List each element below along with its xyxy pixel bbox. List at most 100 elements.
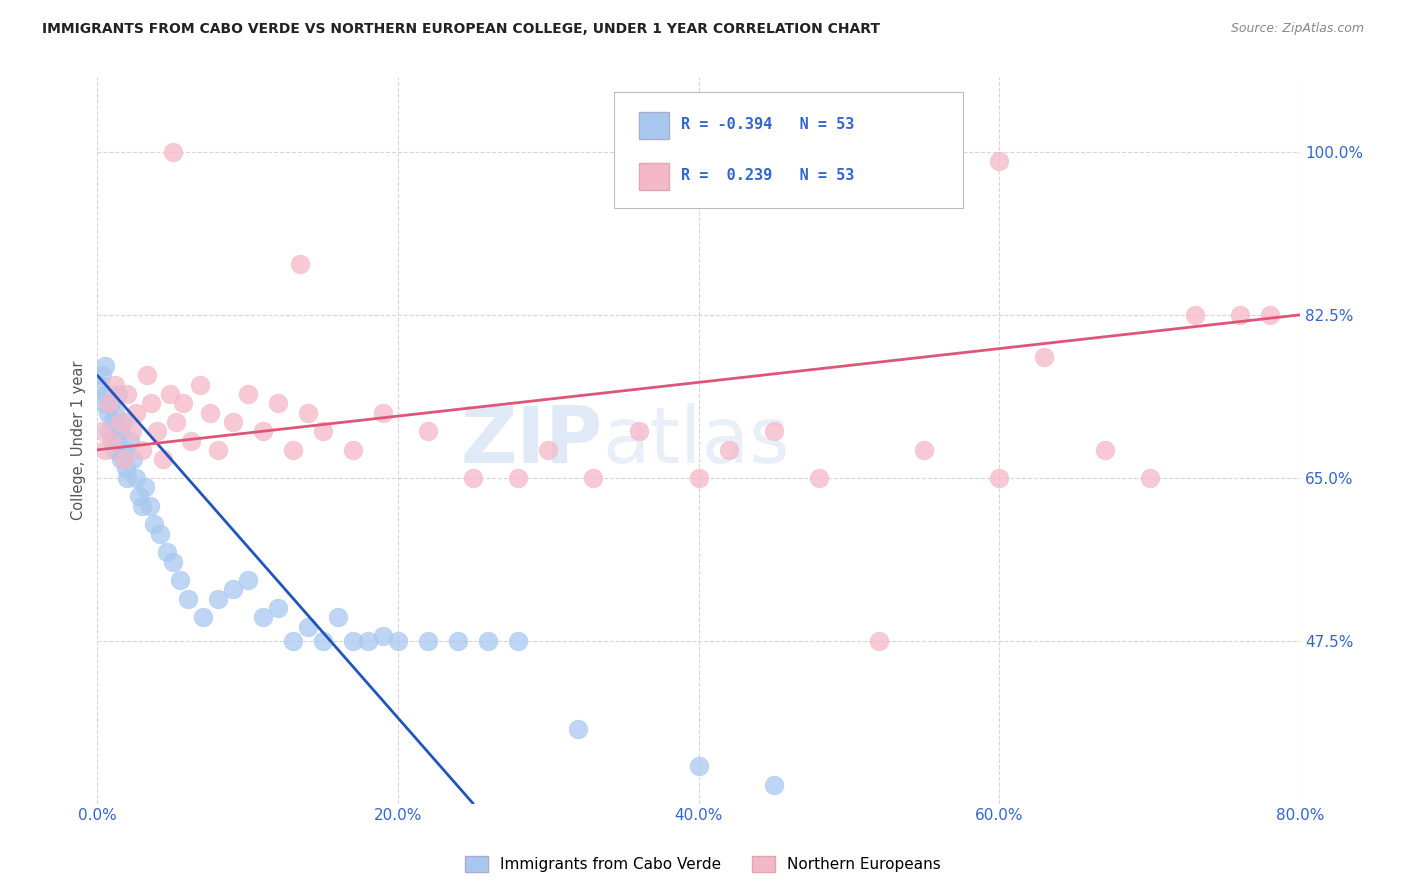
Point — [111, 415, 134, 429]
Point — [371, 629, 394, 643]
Point — [90, 368, 112, 383]
Point — [96, 387, 118, 401]
Point — [165, 415, 187, 429]
Point — [122, 452, 145, 467]
Text: ZIP: ZIP — [460, 402, 603, 478]
Point — [1139, 471, 1161, 485]
Point — [131, 442, 153, 457]
Point — [105, 434, 128, 448]
Point — [104, 377, 127, 392]
Point — [717, 442, 740, 457]
Point — [162, 555, 184, 569]
Text: R = -0.394   N = 53: R = -0.394 N = 53 — [681, 117, 853, 132]
Point — [582, 471, 605, 485]
Point — [141, 396, 163, 410]
Point — [416, 424, 439, 438]
Point — [125, 406, 148, 420]
Point — [131, 499, 153, 513]
Point — [98, 424, 121, 438]
Point — [290, 257, 312, 271]
Text: R =  0.239   N = 53: R = 0.239 N = 53 — [681, 168, 853, 183]
Point — [101, 434, 124, 448]
Point — [281, 633, 304, 648]
Point — [149, 526, 172, 541]
Point — [128, 489, 150, 503]
Point — [567, 722, 589, 736]
Point — [1184, 308, 1206, 322]
Point — [112, 452, 135, 467]
Point — [416, 633, 439, 648]
Point — [762, 778, 785, 792]
Point — [342, 633, 364, 648]
Point — [1258, 308, 1281, 322]
Point — [252, 610, 274, 624]
Point — [912, 442, 935, 457]
Point — [1229, 308, 1251, 322]
Point — [297, 620, 319, 634]
Point — [508, 633, 530, 648]
Point — [110, 452, 132, 467]
Point — [236, 573, 259, 587]
Text: Source: ZipAtlas.com: Source: ZipAtlas.com — [1230, 22, 1364, 36]
Point — [125, 471, 148, 485]
Point — [267, 601, 290, 615]
FancyBboxPatch shape — [638, 162, 669, 190]
Point — [191, 610, 214, 624]
Point — [463, 471, 485, 485]
Point — [1094, 442, 1116, 457]
Point — [93, 396, 115, 410]
Point — [107, 387, 129, 401]
Point — [98, 396, 121, 410]
Point — [134, 480, 156, 494]
Point — [1033, 350, 1056, 364]
Point — [172, 396, 194, 410]
Point — [180, 434, 202, 448]
Text: IMMIGRANTS FROM CABO VERDE VS NORTHERN EUROPEAN COLLEGE, UNDER 1 YEAR CORRELATIO: IMMIGRANTS FROM CABO VERDE VS NORTHERN E… — [42, 22, 880, 37]
Point — [121, 424, 143, 438]
Point — [90, 424, 112, 438]
Point — [447, 633, 470, 648]
Point — [89, 377, 111, 392]
Point — [108, 424, 131, 438]
Point — [139, 499, 162, 513]
Point — [112, 442, 135, 457]
Point — [159, 387, 181, 401]
Point — [108, 415, 131, 429]
Point — [103, 442, 125, 457]
Point — [807, 471, 830, 485]
Legend: Immigrants from Cabo Verde, Northern Europeans: Immigrants from Cabo Verde, Northern Eur… — [457, 848, 949, 880]
Point — [988, 471, 1011, 485]
Point — [117, 471, 139, 485]
Point — [146, 424, 169, 438]
Point — [155, 545, 177, 559]
Point — [136, 368, 159, 383]
Point — [152, 452, 174, 467]
Point — [117, 387, 139, 401]
Point — [868, 633, 890, 648]
Point — [94, 442, 117, 457]
Point — [252, 424, 274, 438]
Point — [176, 591, 198, 606]
Point — [221, 582, 243, 597]
Point — [207, 591, 229, 606]
Point — [371, 406, 394, 420]
Point — [221, 415, 243, 429]
Point — [101, 415, 124, 429]
Point — [207, 442, 229, 457]
Point — [169, 573, 191, 587]
Point — [627, 424, 650, 438]
FancyBboxPatch shape — [638, 112, 669, 139]
Point — [97, 406, 120, 420]
Y-axis label: College, Under 1 year: College, Under 1 year — [72, 360, 86, 520]
Point — [115, 461, 138, 475]
Point — [357, 633, 380, 648]
Point — [281, 442, 304, 457]
Point — [94, 359, 117, 373]
Point — [508, 471, 530, 485]
Point — [267, 396, 290, 410]
Point — [100, 396, 122, 410]
Point — [342, 442, 364, 457]
Point — [104, 406, 127, 420]
Point — [762, 424, 785, 438]
Point — [312, 633, 335, 648]
